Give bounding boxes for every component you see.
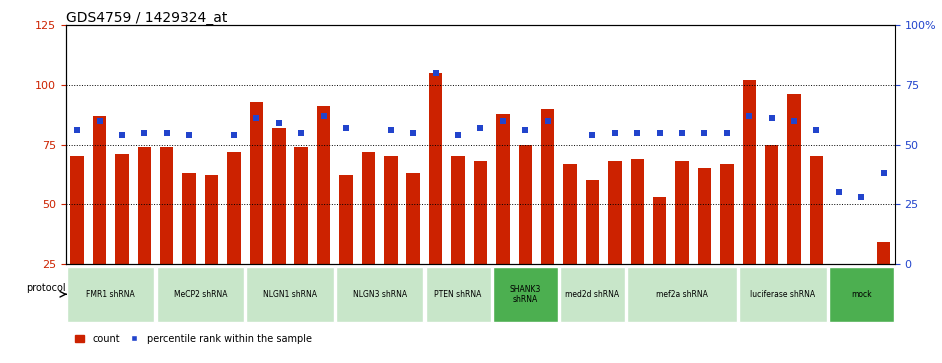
Bar: [357, 25, 380, 264]
Bar: [760, 25, 783, 264]
Bar: [783, 25, 805, 264]
Bar: [334, 25, 357, 264]
Bar: [425, 25, 447, 264]
Bar: [250, 102, 263, 264]
Bar: [581, 25, 604, 264]
Text: GDS4759 / 1429324_at: GDS4759 / 1429324_at: [66, 11, 227, 25]
Bar: [648, 25, 671, 264]
Bar: [559, 25, 581, 264]
Legend: count, percentile rank within the sample: count, percentile rank within the sample: [71, 330, 316, 347]
Bar: [111, 25, 133, 264]
Bar: [71, 156, 84, 264]
Bar: [290, 25, 313, 264]
Bar: [832, 264, 846, 299]
Bar: [89, 25, 111, 264]
Bar: [429, 73, 443, 264]
Bar: [720, 164, 734, 264]
Bar: [66, 25, 89, 264]
Text: NLGN1 shRNA: NLGN1 shRNA: [263, 290, 317, 299]
FancyBboxPatch shape: [67, 267, 154, 322]
Bar: [138, 147, 151, 264]
Bar: [653, 197, 666, 264]
Bar: [716, 25, 739, 264]
Bar: [245, 25, 268, 264]
Bar: [854, 264, 868, 302]
Text: PTEN shRNA: PTEN shRNA: [434, 290, 481, 299]
Bar: [222, 25, 245, 264]
Text: protocol: protocol: [26, 283, 66, 293]
Bar: [492, 25, 514, 264]
Text: FMR1 shRNA: FMR1 shRNA: [87, 290, 135, 299]
Bar: [586, 180, 599, 264]
FancyBboxPatch shape: [246, 267, 333, 322]
Bar: [739, 25, 760, 264]
Text: MeCP2 shRNA: MeCP2 shRNA: [173, 290, 227, 299]
Bar: [469, 25, 492, 264]
Bar: [518, 144, 532, 264]
Bar: [380, 25, 402, 264]
Bar: [155, 25, 178, 264]
Bar: [541, 109, 554, 264]
Bar: [201, 25, 222, 264]
Bar: [563, 164, 577, 264]
Bar: [313, 25, 334, 264]
Bar: [693, 25, 716, 264]
Bar: [227, 152, 241, 264]
Bar: [133, 25, 155, 264]
Bar: [115, 154, 129, 264]
Bar: [384, 156, 398, 264]
Bar: [93, 116, 106, 264]
FancyBboxPatch shape: [829, 267, 894, 322]
Bar: [765, 144, 778, 264]
Text: mock: mock: [851, 290, 871, 299]
Text: luciferase shRNA: luciferase shRNA: [751, 290, 816, 299]
Bar: [451, 156, 464, 264]
Bar: [742, 80, 756, 264]
Bar: [339, 175, 352, 264]
Bar: [268, 25, 290, 264]
FancyBboxPatch shape: [739, 267, 826, 322]
Bar: [626, 25, 648, 264]
Text: mef2a shRNA: mef2a shRNA: [657, 290, 708, 299]
Bar: [810, 156, 823, 264]
Bar: [877, 242, 890, 264]
Bar: [671, 25, 693, 264]
FancyBboxPatch shape: [426, 267, 491, 322]
Bar: [805, 25, 828, 264]
Bar: [496, 114, 510, 264]
Bar: [447, 25, 469, 264]
Text: SHANK3
shRNA: SHANK3 shRNA: [510, 285, 541, 304]
FancyBboxPatch shape: [336, 267, 423, 322]
Bar: [630, 159, 644, 264]
Bar: [402, 25, 425, 264]
Bar: [295, 147, 308, 264]
Bar: [536, 25, 559, 264]
Text: NLGN3 shRNA: NLGN3 shRNA: [352, 290, 407, 299]
Bar: [828, 25, 850, 264]
Bar: [178, 25, 201, 264]
Bar: [362, 152, 375, 264]
Bar: [850, 25, 872, 264]
FancyBboxPatch shape: [493, 267, 558, 322]
Text: med2d shRNA: med2d shRNA: [565, 290, 620, 299]
Bar: [160, 147, 173, 264]
Bar: [474, 161, 487, 264]
Bar: [183, 173, 196, 264]
Bar: [204, 175, 219, 264]
FancyBboxPatch shape: [156, 267, 244, 322]
Bar: [609, 161, 622, 264]
FancyBboxPatch shape: [627, 267, 737, 322]
Bar: [407, 173, 420, 264]
Bar: [788, 94, 801, 264]
Bar: [514, 25, 536, 264]
Bar: [317, 106, 331, 264]
Bar: [872, 25, 895, 264]
Bar: [604, 25, 626, 264]
Bar: [675, 161, 689, 264]
Bar: [698, 168, 711, 264]
Bar: [272, 128, 285, 264]
FancyBboxPatch shape: [560, 267, 625, 322]
